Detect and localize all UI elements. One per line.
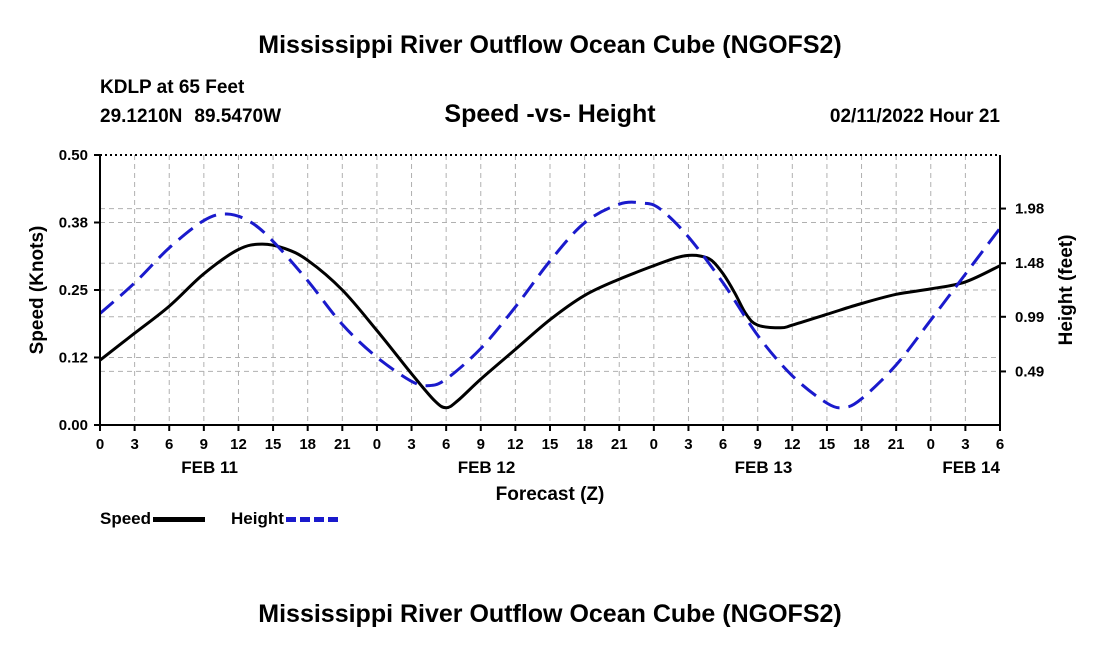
- x-tick-label: 21: [888, 436, 905, 453]
- y2-axis-title: Height (feet): [1056, 235, 1077, 346]
- legend-speed: Speed: [100, 509, 206, 529]
- x-tick-label: 21: [611, 436, 628, 453]
- y-tick-label: 0.00: [59, 417, 88, 434]
- x-tick-label: 6: [996, 436, 1004, 453]
- x-tick-label: 3: [961, 436, 969, 453]
- x-tick-label: 15: [265, 436, 282, 453]
- chart-title: Mississippi River Outflow Ocean Cube (NG…: [258, 31, 842, 59]
- x-tick-label: 3: [130, 436, 138, 453]
- x-tick-label: 3: [684, 436, 692, 453]
- x-tick-label: 0: [96, 436, 104, 453]
- y2-tick-label: 1.48: [1015, 255, 1044, 272]
- y2-tick-label: 1.98: [1015, 201, 1044, 218]
- x-tick-label: 12: [230, 436, 247, 453]
- x-tick-label: 6: [442, 436, 450, 453]
- x-tick-label: 15: [542, 436, 559, 453]
- x-tick-label: 15: [819, 436, 836, 453]
- x-tick-label: 0: [927, 436, 935, 453]
- x-tick-label: 12: [784, 436, 801, 453]
- x-tick-label: 21: [334, 436, 351, 453]
- x-tick-label: 18: [299, 436, 316, 453]
- chart-subtitle: Speed -vs- Height: [444, 100, 656, 128]
- legend-speed-line-icon: [153, 517, 206, 523]
- x-tick-label: 12: [507, 436, 524, 453]
- series-line-height: [99, 200, 1002, 410]
- legend-speed-label: Speed: [100, 509, 152, 528]
- y-tick-label: 0.50: [59, 147, 88, 164]
- forecast-datetime: 02/11/2022 Hour 21: [829, 106, 1000, 127]
- longitude-label: 89.5470W: [194, 106, 282, 127]
- y-tick-label: 0.12: [59, 350, 88, 367]
- latitude-label: 29.1210N: [100, 106, 183, 127]
- x-tick-label: 9: [754, 436, 762, 453]
- x-tick-label: 3: [407, 436, 415, 453]
- day-label: FEB 11: [181, 458, 238, 477]
- y-tick-label: 0.25: [59, 282, 88, 299]
- legend-height-dash-icon: [285, 517, 338, 523]
- y-axis-title: Speed (Knots): [27, 226, 48, 355]
- x-tick-label: 0: [650, 436, 658, 453]
- chart-grid: [100, 155, 1000, 425]
- y2-tick-label: 0.99: [1015, 309, 1044, 326]
- x-tick-label: 0: [373, 436, 381, 453]
- y2-tick-label: 0.49: [1015, 363, 1044, 380]
- x-tick-label: 6: [165, 436, 173, 453]
- legend-height: Height: [231, 509, 338, 529]
- x-tick-label: 6: [719, 436, 727, 453]
- day-label: FEB 13: [735, 458, 793, 477]
- chart-ticks: [94, 154, 1006, 431]
- series-line-speed: [99, 242, 1001, 410]
- day-label: FEB 14: [942, 458, 1000, 477]
- x-tick-label: 18: [853, 436, 870, 453]
- chart-labels: 0 3 6 9 12 15 18 21 0 3 6 9 12 15 18 21 0 3 6 9 12 15 18 21 0 3 6F…: [27, 147, 1077, 505]
- x-tick-label: 18: [576, 436, 593, 453]
- station-coordinates: 29.1210N 89.5470W: [100, 106, 293, 128]
- chart-series: [99, 200, 1002, 410]
- footer-title: Mississippi River Outflow Ocean Cube (NG…: [258, 600, 842, 628]
- legend-height-label: Height: [231, 509, 284, 528]
- day-label: FEB 12: [458, 458, 516, 477]
- y-tick-label: 0.38: [59, 215, 88, 232]
- x-tick-label: 9: [200, 436, 208, 453]
- station-label: KDLP at 65 Feet: [100, 77, 245, 98]
- x-axis-title: Forecast (Z): [496, 484, 605, 505]
- x-tick-label: 9: [477, 436, 485, 453]
